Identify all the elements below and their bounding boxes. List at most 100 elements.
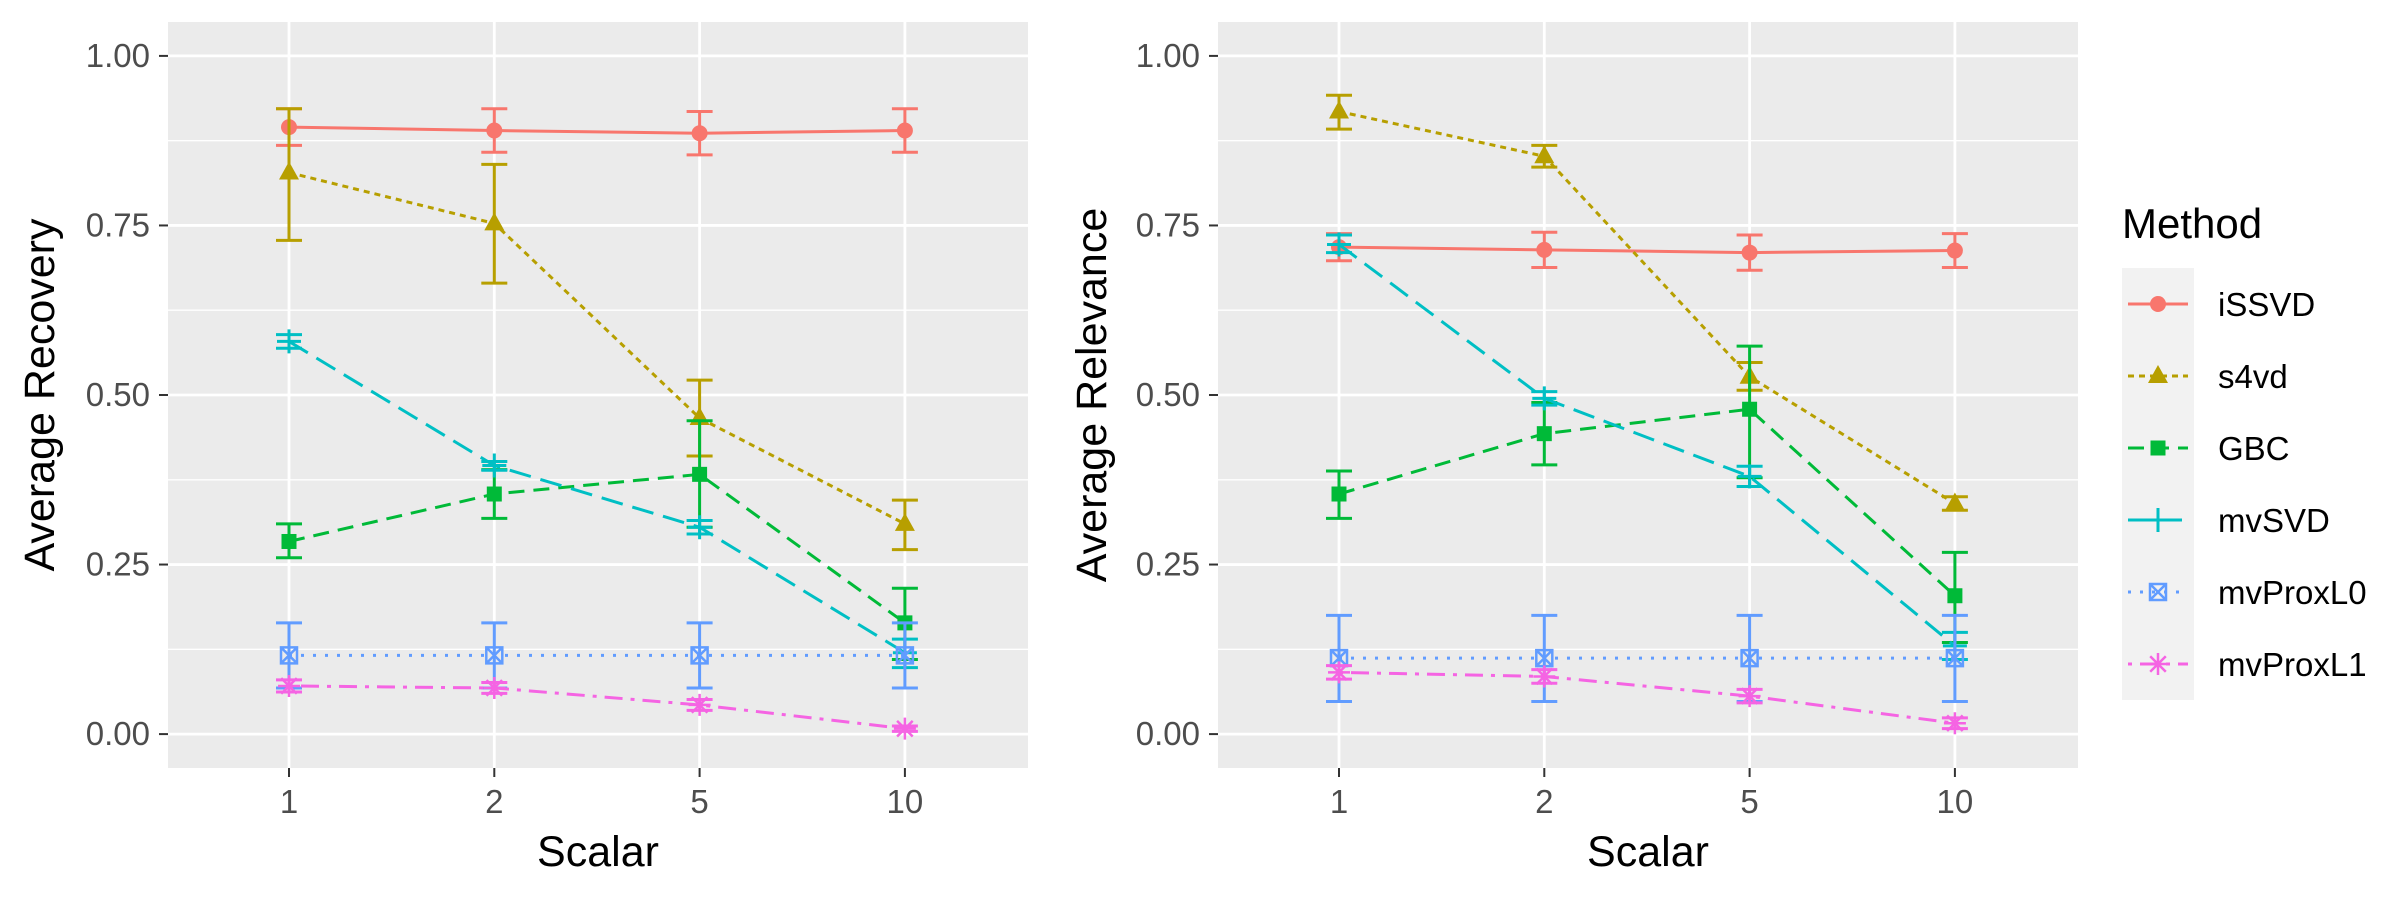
data-point <box>690 646 709 665</box>
x-tick-label: 5 <box>1740 783 1758 820</box>
data-point <box>1741 244 1758 261</box>
y-tick-label: 0.50 <box>1136 376 1200 413</box>
data-point <box>692 466 708 482</box>
series-line <box>288 684 906 731</box>
legend-marker <box>2148 365 2168 383</box>
data-point <box>1532 386 1557 411</box>
legend-item-mvsvd: mvSVD <box>2128 502 2330 539</box>
data-point <box>1331 486 1347 502</box>
data-point <box>1947 588 1963 604</box>
series-line <box>1338 110 1956 505</box>
data-point <box>278 674 300 697</box>
legend-label: s4vd <box>2218 358 2288 395</box>
data-point <box>486 122 503 139</box>
series-mvproxl1 <box>276 674 918 740</box>
data-point <box>894 512 915 531</box>
data-point <box>1535 648 1554 668</box>
series-issvd <box>276 107 918 157</box>
data-point <box>486 486 502 502</box>
series-line <box>1338 243 1956 648</box>
data-point <box>483 676 506 699</box>
data-point <box>893 717 916 740</box>
legend-marker <box>2150 296 2166 312</box>
data-point <box>687 515 712 540</box>
y-axis-title: Average Relevance <box>1068 208 1116 583</box>
legend-item-s4vd: s4vd <box>2128 358 2288 395</box>
data-point <box>485 646 504 665</box>
legend: Method iSSVD s4vd GBC mvSVD mvProxL0 mvProxL1 <box>2122 200 2367 700</box>
data-point <box>1327 232 1351 257</box>
data-point <box>281 533 297 549</box>
legend-marker <box>2150 440 2166 456</box>
data-point <box>688 693 711 716</box>
x-tick-label: 10 <box>887 783 924 820</box>
data-point <box>1943 712 1966 735</box>
series-line <box>1338 407 1956 597</box>
data-point <box>1742 401 1758 417</box>
x-tick-label: 1 <box>280 783 298 820</box>
relevance-chart: 0.00 0.25 0.50 0.75 1.00 1 2 5 10 Scalar Average R… <box>1068 22 2078 876</box>
data-point <box>691 125 708 142</box>
data-point <box>1329 100 1349 119</box>
x-tick-label: 2 <box>1535 783 1553 820</box>
recovery-chart: 0.00 0.25 0.50 0.75 1.00 1 2 5 10 Scalar Average R… <box>16 22 1028 876</box>
y-tick-label: 0.25 <box>1136 546 1200 583</box>
data-point <box>1533 665 1556 688</box>
legend-label: mvProxL0 <box>2218 574 2367 611</box>
legend-marker <box>2147 653 2169 675</box>
data-point <box>1534 145 1555 164</box>
legend-item-gbc: GBC <box>2128 430 2290 467</box>
legend-items: iSSVD s4vd GBC mvSVD mvProxL0 mvProxL1 <box>2128 286 2367 683</box>
data-point <box>1944 492 1965 511</box>
data-point <box>1737 464 1762 489</box>
data-point <box>1740 648 1759 668</box>
data-point <box>1536 241 1553 258</box>
series-layer <box>1326 93 1968 735</box>
series-line <box>1338 245 1955 255</box>
series-gbc <box>1326 344 1968 645</box>
y-tick-label: 0.75 <box>86 206 150 243</box>
legend-marker <box>2148 582 2168 602</box>
x-axis-title: Scalar <box>1587 828 1709 876</box>
data-point <box>482 453 507 478</box>
legend-label: iSSVD <box>2218 286 2315 323</box>
legend-item-mvproxl0: mvProxL0 <box>2128 574 2367 611</box>
y-tick-label: 0.50 <box>86 376 150 413</box>
x-tick-label: 2 <box>485 783 503 820</box>
y-tick-label: 0.25 <box>86 546 150 583</box>
y-tick-label: 0.00 <box>1136 715 1200 752</box>
y-tick-label: 1.00 <box>86 37 150 74</box>
y-tick-label: 0.00 <box>86 715 150 752</box>
x-tick-label: 10 <box>1937 783 1974 820</box>
legend-key-background <box>2122 268 2194 700</box>
data-point <box>1328 661 1350 684</box>
data-point <box>484 212 505 231</box>
y-axis-title: Average Recovery <box>16 218 64 571</box>
series-mvproxl1 <box>1326 661 1968 735</box>
series-line <box>1338 670 1956 725</box>
series-layer <box>276 107 918 740</box>
series-mvproxl0 <box>1326 613 1968 704</box>
x-tick-label: 5 <box>690 783 708 820</box>
data-point <box>1536 426 1552 442</box>
data-point <box>896 122 913 139</box>
data-point <box>1946 242 1963 259</box>
legend-item-issvd: iSSVD <box>2128 286 2315 323</box>
data-point <box>1945 648 1965 668</box>
legend-label: mvProxL1 <box>2218 646 2367 683</box>
legend-title: Method <box>2122 200 2262 247</box>
legend-item-mvproxl1: mvProxL1 <box>2128 646 2367 683</box>
data-point <box>895 646 915 665</box>
y-tick-label: 0.75 <box>1136 206 1200 243</box>
data-point <box>279 646 299 665</box>
series-line <box>288 171 906 526</box>
series-line <box>288 472 906 625</box>
legend-label: GBC <box>2218 430 2290 467</box>
data-point <box>1738 685 1761 708</box>
x-tick-label: 1 <box>1330 783 1348 820</box>
y-tick-label: 1.00 <box>1136 37 1200 74</box>
data-point <box>277 329 301 354</box>
series-line <box>288 125 905 135</box>
legend-label: mvSVD <box>2218 502 2330 539</box>
